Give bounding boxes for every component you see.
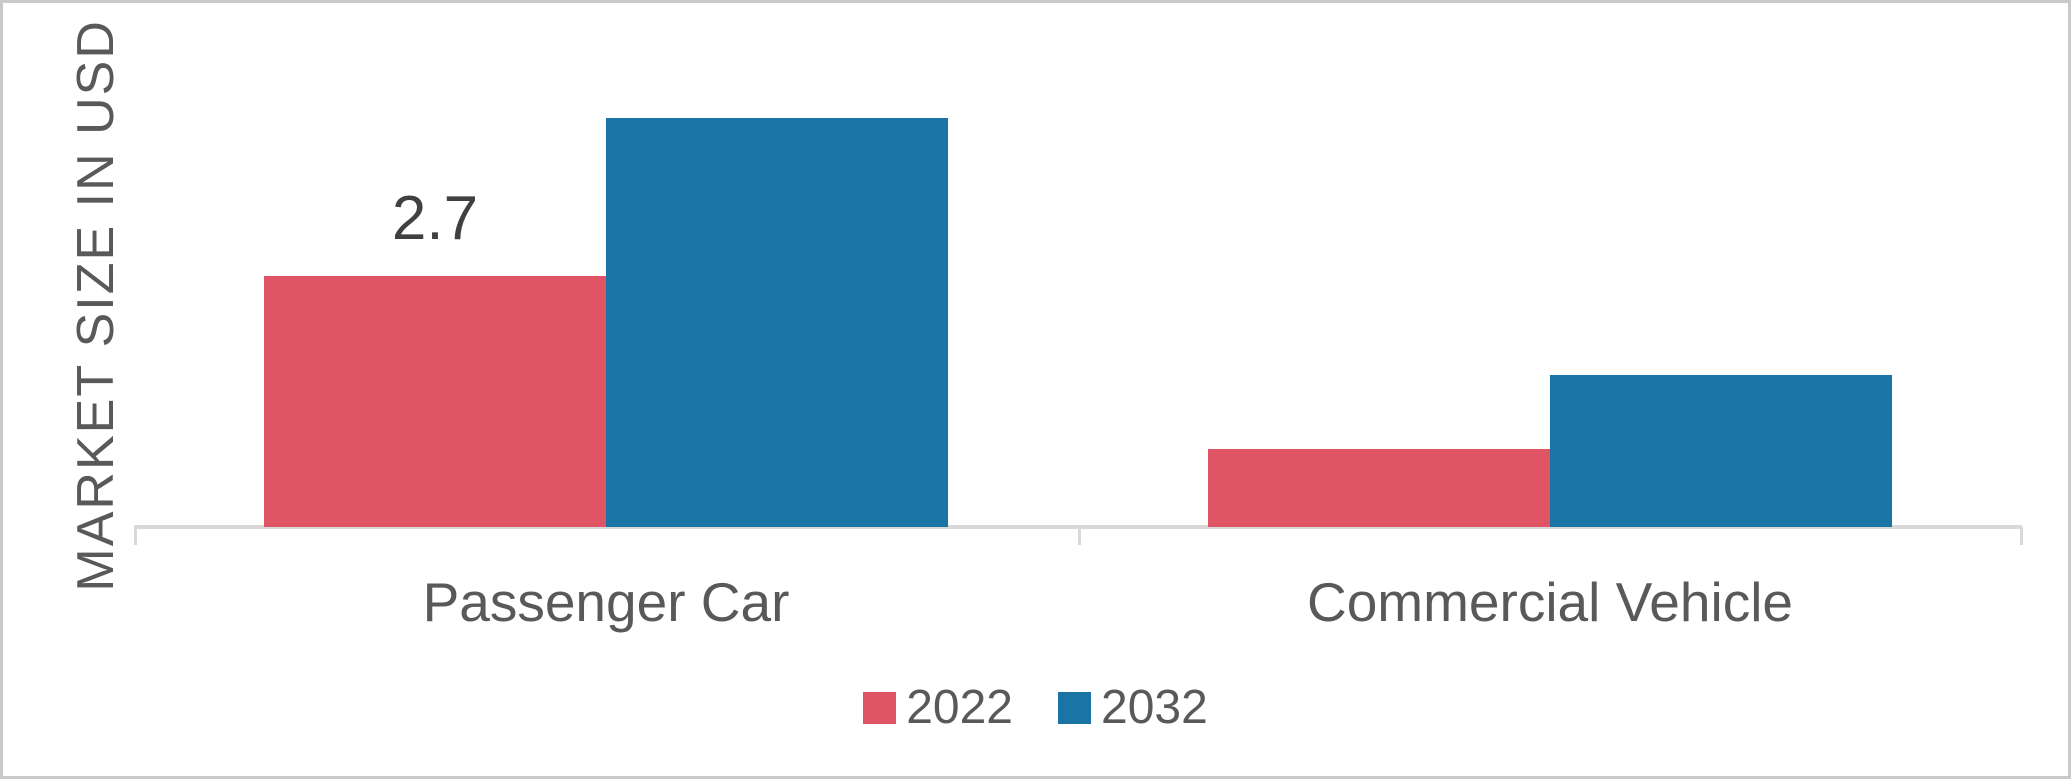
bar-2032-passenger-car <box>606 118 948 527</box>
legend-swatch-2032 <box>1058 692 1091 724</box>
bar-2032-commercial-vehicle <box>1550 375 1892 527</box>
legend-label-2022: 2022 <box>906 681 1013 734</box>
axis-tick-1 <box>1078 527 1081 545</box>
legend-entry-2032: 2032 <box>1058 684 1208 732</box>
axis-tick-0 <box>134 527 137 545</box>
bar-2022-commercial-vehicle <box>1208 449 1550 527</box>
data-label-2022-passenger-car: 2.7 <box>391 184 479 253</box>
axis-tick-2 <box>2020 527 2023 545</box>
legend: 2022 2032 <box>3 684 2068 732</box>
legend-swatch-2022 <box>863 692 897 724</box>
category-label-passenger-car: Passenger Car <box>422 571 790 633</box>
bar-2022-passenger-car <box>264 276 606 527</box>
legend-entry-2022: 2022 <box>863 684 1013 732</box>
y-axis-title: MARKET SIZE IN USD BN <box>67 0 125 592</box>
category-label-commercial-vehicle: Commercial Vehicle <box>1306 571 1794 633</box>
legend-label-2032: 2032 <box>1101 681 1208 734</box>
